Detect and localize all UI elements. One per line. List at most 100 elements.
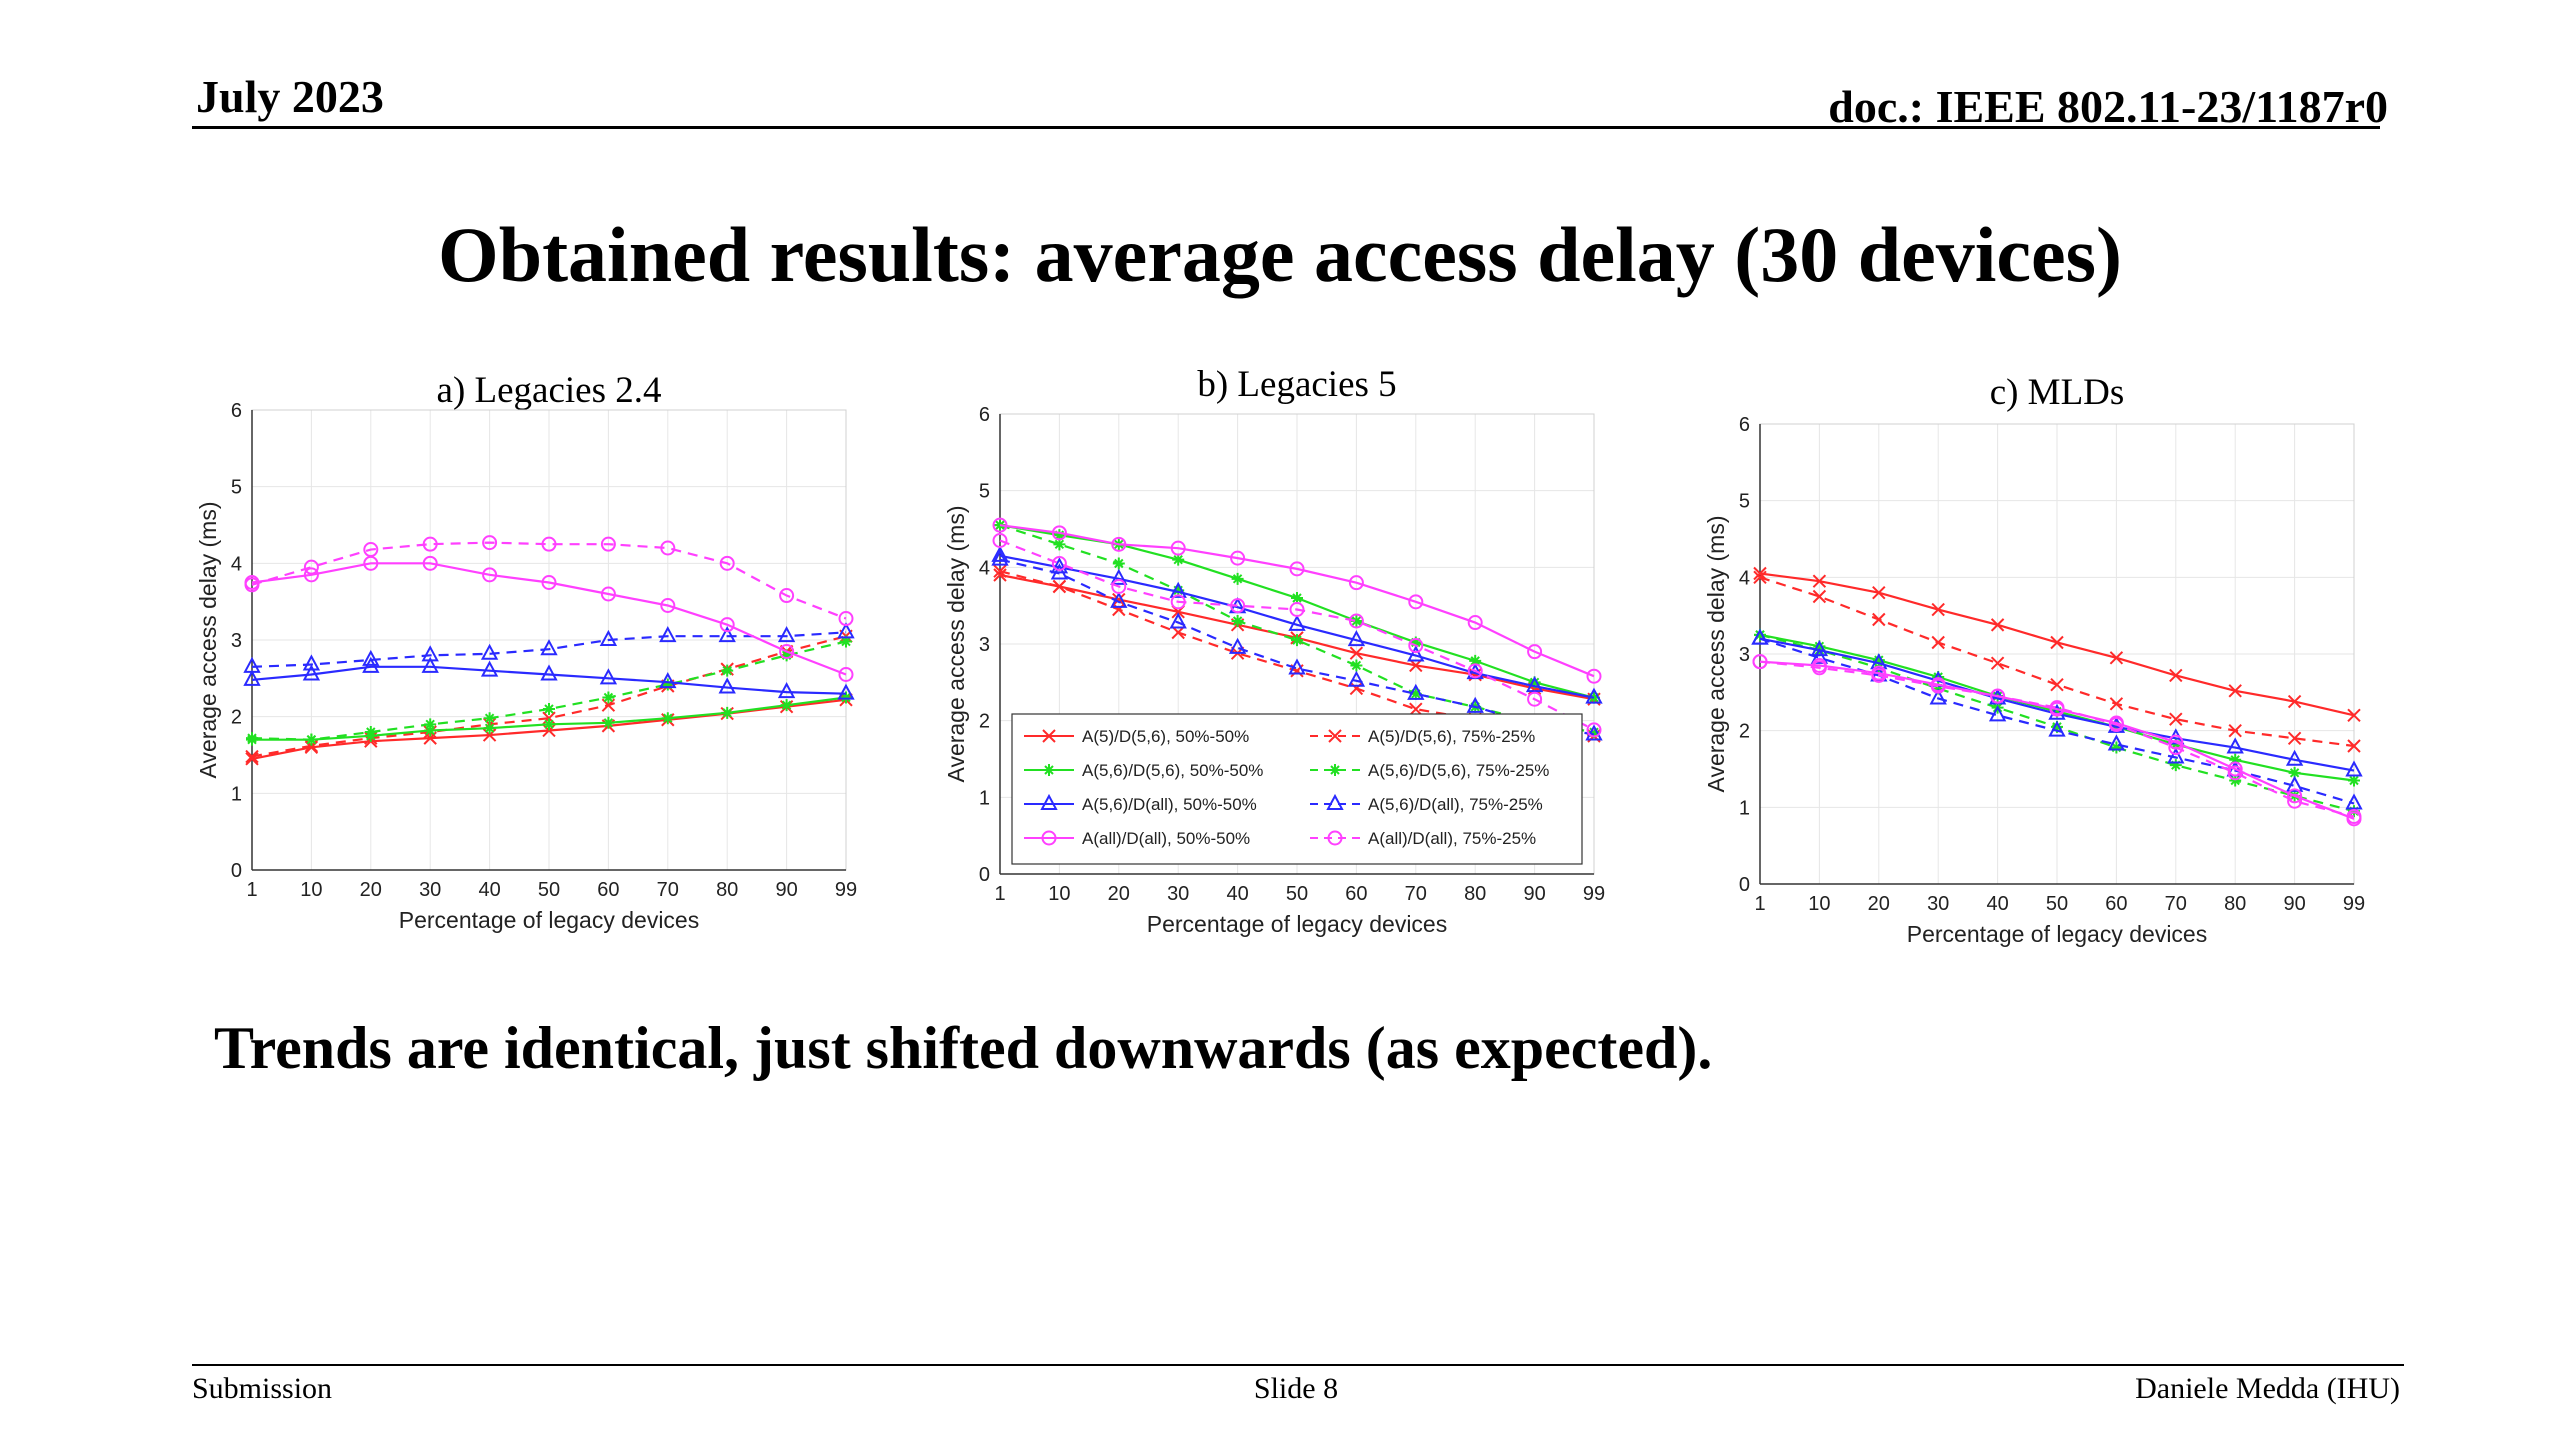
data-point [1291, 634, 1303, 647]
data-point [1350, 615, 1363, 627]
y-tick-label: 6 [1739, 414, 1750, 436]
y-tick-label: 0 [979, 864, 990, 886]
x-tick-label: 70 [2165, 893, 2187, 915]
data-point [1588, 691, 1600, 704]
data-point [304, 739, 319, 753]
legend-swatch-marker [1329, 764, 1341, 776]
chart-mlds: c) MLDs 1 10 20 30 40 50 60 70 80 90 99 0 1 2 3 4 5 6 Perce… [1700, 370, 2400, 970]
data-point [721, 664, 734, 677]
data-point [2107, 734, 2126, 751]
y-tick-label: 2 [1739, 721, 1750, 743]
data-point [1051, 525, 1067, 541]
data-point [246, 732, 258, 745]
data-point [1588, 726, 1600, 739]
data-point [1871, 667, 1887, 683]
series-line [251, 665, 847, 695]
data-point [2169, 668, 2183, 683]
data-point [302, 664, 321, 681]
data-point [600, 536, 616, 552]
series-magenta-solid [244, 555, 854, 682]
data-point [660, 540, 676, 556]
data-point [1112, 602, 1126, 617]
data-point [777, 626, 796, 643]
series-blue-solid [243, 656, 855, 700]
data-point [482, 567, 498, 583]
data-point [2109, 651, 2124, 665]
y-axis-label: Average access delay (ms) [1703, 516, 1729, 793]
data-point [838, 667, 854, 682]
data-point [1350, 659, 1363, 672]
chart-title: b) Legacies 5 [1197, 364, 1396, 405]
data-point [2050, 635, 2064, 650]
x-tick-label: 99 [835, 879, 857, 901]
data-point [2345, 793, 2363, 810]
data-point [1408, 638, 1424, 654]
data-point [1753, 570, 1767, 585]
data-point [1050, 557, 1069, 574]
data-point [245, 749, 259, 764]
data-point [1052, 579, 1067, 594]
data-point [993, 564, 1007, 578]
data-point [303, 559, 319, 575]
data-point [1810, 647, 1829, 664]
data-point [659, 626, 677, 643]
footer-submission: Submission [192, 1372, 333, 1405]
data-point [1528, 676, 1541, 689]
header-divider [192, 126, 2380, 129]
data-point [661, 712, 674, 725]
data-point [991, 549, 1009, 566]
y-tick-label: 4 [231, 553, 242, 575]
data-point [1228, 637, 1247, 654]
data-point [602, 691, 615, 704]
data-point [1586, 668, 1602, 684]
legend-entry: A(all)/D(all), 75%-25% [1368, 829, 1536, 848]
data-point [422, 555, 438, 571]
series-magenta-dashed [1752, 654, 2362, 825]
x-tick-label: 40 [1986, 893, 2008, 915]
data-point [421, 645, 439, 662]
data-point [1349, 646, 1364, 660]
data-point [2227, 765, 2243, 781]
data-point [660, 598, 676, 613]
data-point [992, 517, 1008, 533]
x-tick-label: 99 [2343, 893, 2365, 915]
data-point [1288, 614, 1306, 631]
legend-box [1011, 713, 1583, 865]
x-tick-label: 10 [1048, 883, 1070, 905]
x-tick-label: 20 [360, 879, 382, 901]
data-point [1110, 568, 1128, 585]
data-point [1409, 687, 1422, 700]
x-tick-label: 99 [1583, 883, 1605, 905]
data-point [2229, 774, 2242, 787]
data-point [2051, 705, 2063, 718]
x-tick-label: 70 [1405, 883, 1427, 905]
chart-a-svg: a) Legacies 2.41 10 20 30 40 50 60 70 80 90 990123… [195, 370, 857, 933]
data-point [1932, 671, 1945, 683]
data-point [2346, 809, 2362, 825]
x-tick-label: 40 [1226, 883, 1248, 905]
series-line [999, 539, 1595, 731]
data-point [1112, 592, 1126, 607]
data-point [2285, 749, 2304, 766]
data-point [719, 555, 735, 571]
data-point [2347, 708, 2361, 723]
footer-slide-number: Slide 8 [1253, 1372, 1339, 1405]
data-point [1990, 688, 2006, 704]
y-axis-label: Average access delay (ms) [943, 506, 969, 783]
y-axis-label: Average access delay (ms) [195, 502, 221, 779]
data-point [1050, 563, 1069, 580]
data-point [661, 678, 674, 691]
data-point [2287, 731, 2302, 746]
data-point [1170, 540, 1186, 556]
data-point [2110, 741, 2123, 754]
y-tick-label: 5 [979, 481, 990, 503]
y-tick-label: 0 [1739, 874, 1750, 896]
data-point [1347, 670, 1366, 687]
data-point [1585, 687, 1603, 704]
data-point [1586, 722, 1602, 738]
x-tick-label: 90 [2283, 893, 2305, 915]
chart-b-svg: b) Legacies 51 10 20 30 40 50 60 70 80 90 99012345… [943, 364, 1605, 937]
data-point [1409, 702, 1423, 716]
data-point [480, 643, 499, 660]
data-point [1409, 636, 1422, 649]
